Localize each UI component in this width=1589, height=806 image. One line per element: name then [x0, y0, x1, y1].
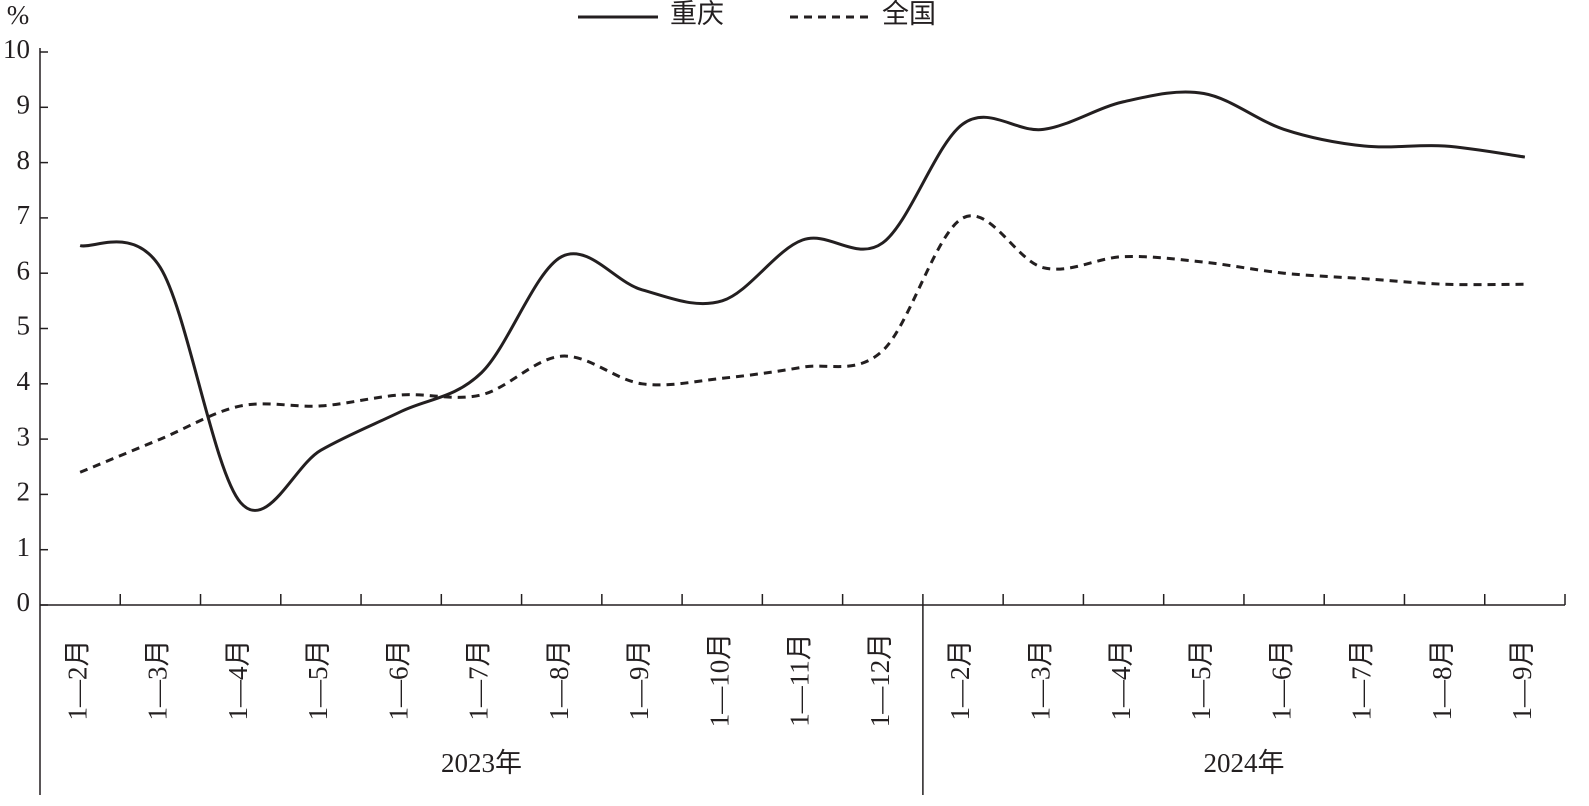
x-tick-label: 1—2月 — [62, 640, 92, 721]
x-tick-label: 1—3月 — [1025, 640, 1055, 721]
x-tick-label: 1—9月 — [1507, 640, 1537, 721]
x-tick-label: 1—2月 — [945, 640, 975, 721]
y-tick-label: 0 — [17, 587, 31, 617]
y-tick-label: 8 — [17, 145, 31, 175]
x-tick-label: 1—9月 — [624, 640, 654, 721]
x-tick-label: 1—5月 — [303, 640, 333, 721]
x-tick-label: 1—4月 — [223, 640, 253, 721]
x-tick-label: 1—7月 — [464, 640, 494, 721]
x-tick-label: 1—11月 — [785, 633, 815, 727]
legend-label: 全国 — [882, 0, 936, 29]
y-tick-label: 5 — [17, 311, 31, 341]
y-tick-label: 10 — [3, 34, 30, 64]
x-tick-label: 1—10月 — [704, 633, 734, 728]
y-tick-label: 2 — [17, 477, 31, 507]
y-unit: % — [7, 0, 30, 30]
y-tick-label: 6 — [17, 255, 31, 285]
x-tick-label: 1—12月 — [865, 633, 895, 728]
line-series — [79, 214, 1525, 474]
line-series — [79, 90, 1526, 512]
y-tick-label: 9 — [17, 90, 31, 120]
x-group-label: 2024年 — [1203, 748, 1284, 778]
y-tick-label: 4 — [17, 366, 31, 396]
x-tick-label: 1—8月 — [544, 640, 574, 721]
x-group-label: 2023年 — [441, 748, 522, 778]
x-tick-label: 1—6月 — [1266, 640, 1296, 721]
legend-label: 重庆 — [670, 0, 724, 29]
x-tick-label: 1—5月 — [1186, 640, 1216, 721]
x-tick-label: 1—4月 — [1106, 640, 1136, 721]
x-tick-label: 1—8月 — [1427, 640, 1457, 721]
y-tick-label: 7 — [17, 200, 31, 230]
x-tick-label: 1—6月 — [383, 640, 413, 721]
x-tick-label: 1—7月 — [1347, 640, 1377, 721]
y-tick-label: 1 — [17, 532, 31, 562]
y-tick-label: 3 — [17, 421, 31, 451]
x-tick-label: 1—3月 — [143, 640, 173, 721]
